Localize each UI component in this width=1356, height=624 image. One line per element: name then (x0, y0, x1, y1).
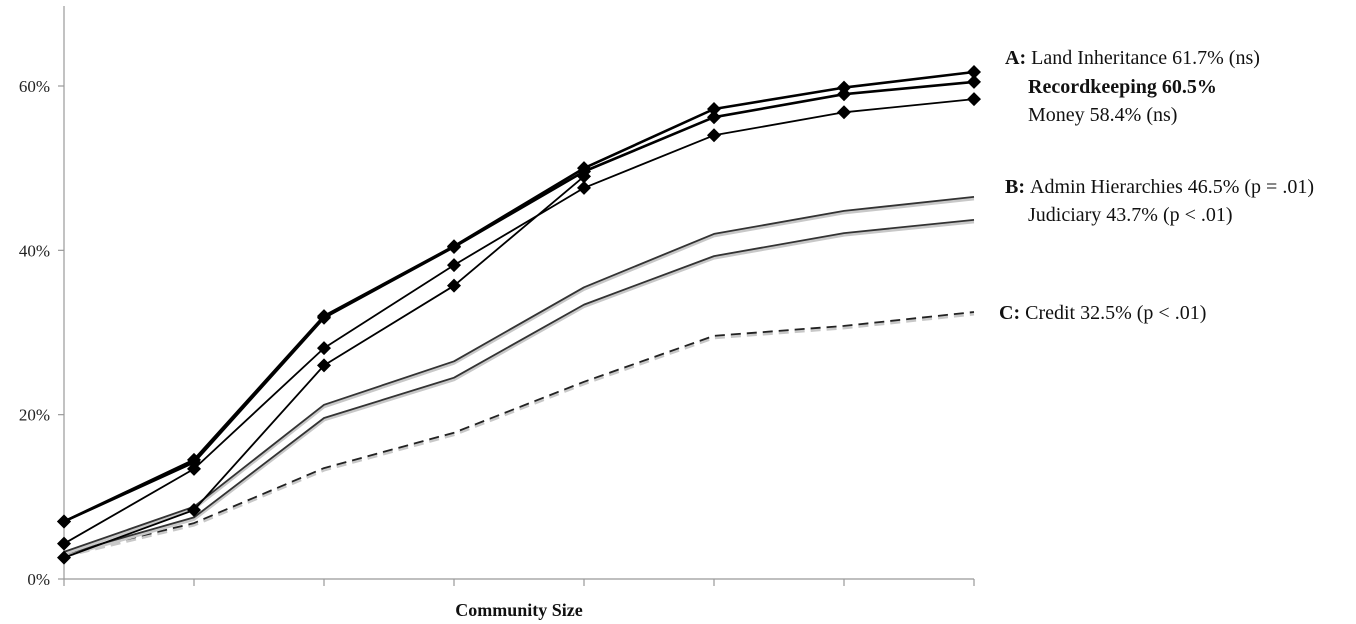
series-line (63, 219, 975, 556)
annotation-group-key: B: (1005, 176, 1030, 198)
series-shadow-line (63, 220, 975, 558)
data-point-marker (837, 105, 851, 120)
series-money (57, 92, 981, 551)
data-point-marker (707, 102, 721, 117)
data-point-marker (967, 92, 981, 107)
annotation-line: B: Admin Hierarchies 46.5% (p = .01) (1005, 176, 1314, 198)
data-point-marker (577, 161, 591, 176)
data-point-marker (317, 341, 331, 356)
annotation-text: Money 58.4% (ns) (1028, 104, 1177, 126)
data-point-marker (967, 65, 981, 80)
series-admin-hierarchies (63, 196, 975, 556)
annotation-text: Admin Hierarchies 46.5% (p = .01) (1030, 176, 1314, 198)
series-credit (63, 311, 975, 558)
data-point-marker (57, 536, 71, 551)
annotation-text: Recordkeeping 60.5% (1028, 76, 1217, 98)
x-axis-label: Community Size (455, 600, 583, 620)
y-tick-label: 0% (27, 570, 50, 589)
annotation-line: A: Land Inheritance 61.7% (ns) (1005, 47, 1260, 69)
data-point-marker (317, 358, 331, 373)
series-line (63, 70, 975, 523)
y-tick-label: 60% (19, 77, 50, 96)
chart-series (57, 65, 981, 565)
annotation-text: Judiciary 43.7% (p < .01) (1028, 204, 1233, 226)
y-tick-label: 20% (19, 406, 50, 425)
annotation-text: Credit 32.5% (p < .01) (1025, 302, 1206, 324)
annotation-group-key: A: (1005, 47, 1031, 69)
data-point-marker (707, 128, 721, 143)
annotation-text: Land Inheritance 61.7% (ns) (1031, 47, 1260, 69)
series-line (63, 98, 975, 545)
series-recordkeeping-lower (57, 169, 591, 565)
data-point-marker (967, 74, 981, 89)
y-tick-label: 40% (19, 241, 50, 260)
series-line (63, 196, 975, 553)
annotation-group-key: C: (999, 302, 1025, 324)
series-shadow-line (63, 197, 975, 556)
annotation-line: Money 58.4% (ns) (1028, 104, 1177, 126)
annotation-line: Judiciary 43.7% (p < .01) (1028, 204, 1233, 226)
data-point-marker (187, 452, 201, 467)
series-line (63, 80, 975, 523)
chart-axes: 0% 20% 40% 60% (19, 6, 975, 589)
data-point-marker (317, 309, 331, 324)
data-point-marker (57, 514, 71, 529)
data-point-marker (577, 180, 591, 195)
data-point-marker (57, 550, 71, 565)
chart-annotations: A: Land Inheritance 61.7% (ns) Recordkeep… (999, 47, 1314, 324)
series-judiciary (63, 219, 975, 558)
annotation-line: C: Credit 32.5% (p < .01) (999, 302, 1206, 324)
series-line (63, 311, 975, 556)
series-shadow-line (63, 312, 975, 558)
data-point-marker (187, 502, 201, 517)
data-point-marker (447, 258, 461, 273)
series-land-inheritance (57, 65, 981, 529)
data-point-marker (447, 239, 461, 254)
data-point-marker (837, 80, 851, 95)
annotation-line: Recordkeeping 60.5% (1028, 76, 1217, 98)
data-point-marker (707, 110, 721, 125)
data-point-marker (447, 278, 461, 293)
